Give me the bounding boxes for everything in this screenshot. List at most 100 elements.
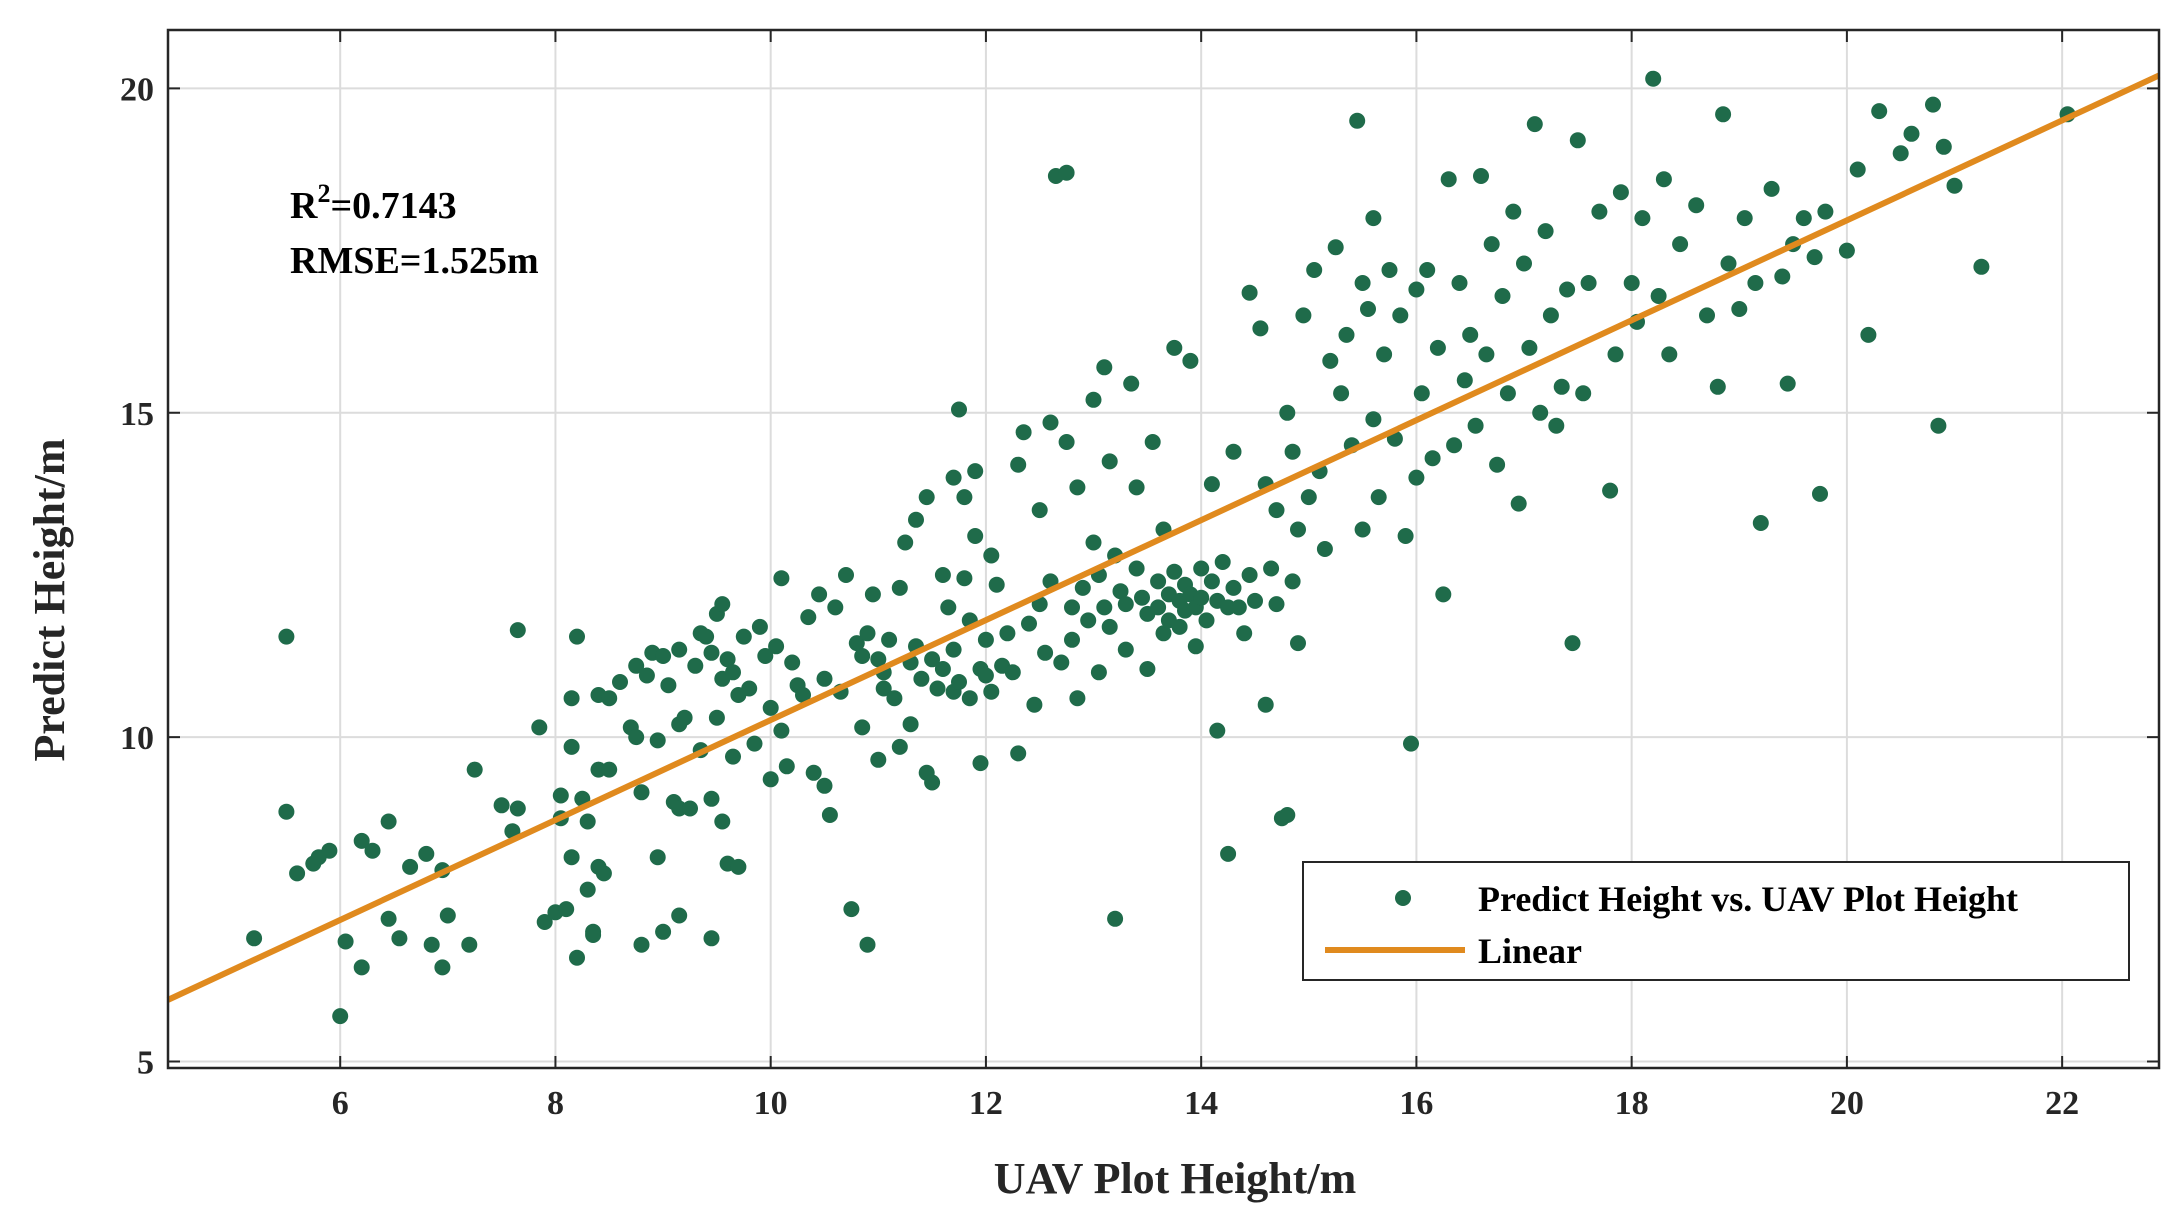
data-point: [1150, 573, 1167, 590]
data-point: [929, 680, 946, 697]
data-point: [854, 719, 871, 736]
data-point: [999, 625, 1016, 642]
data-point: [870, 651, 887, 668]
data-point: [246, 930, 263, 947]
r2-value: =0.7143: [330, 185, 456, 227]
data-point: [951, 401, 967, 418]
data-point: [967, 463, 984, 480]
data-point: [1080, 612, 1097, 629]
data-point: [1085, 391, 1102, 408]
data-point: [278, 628, 295, 645]
data-point: [762, 771, 779, 788]
data-point: [1203, 476, 1220, 493]
data-point: [746, 735, 763, 752]
data-point: [569, 628, 585, 645]
data-point: [1413, 385, 1430, 402]
data-point: [628, 657, 645, 674]
data-point: [1408, 469, 1425, 486]
data-point: [1812, 485, 1828, 502]
data-point: [1747, 275, 1764, 291]
data-point: [1505, 203, 1522, 220]
data-point: [714, 596, 731, 613]
data-point: [1548, 417, 1565, 434]
data-point: [1806, 249, 1823, 266]
data-point: [1058, 434, 1075, 450]
data-point: [811, 586, 828, 603]
data-point: [1010, 745, 1027, 762]
data-point: [891, 738, 908, 755]
data-point: [1209, 722, 1226, 739]
data-point: [816, 670, 833, 687]
data-point: [380, 813, 397, 830]
data-point: [579, 813, 596, 830]
data-point: [1559, 281, 1576, 298]
data-point: [1672, 236, 1689, 253]
data-point: [1478, 346, 1495, 363]
data-point: [1117, 641, 1134, 658]
legend-label-linear: Linear: [1478, 931, 1582, 971]
data-point: [1096, 599, 1113, 616]
data-point: [1591, 203, 1608, 220]
data-point: [1074, 579, 1091, 596]
data-point: [1203, 573, 1220, 590]
data-point: [854, 648, 871, 664]
data-point: [1623, 275, 1640, 291]
data-point: [725, 664, 741, 681]
x-tick-label: 8: [547, 1085, 564, 1122]
data-point: [585, 927, 602, 943]
data-point: [1510, 495, 1527, 512]
data-point: [1327, 239, 1344, 256]
data-point: [1946, 177, 1963, 194]
data-point: [563, 849, 580, 866]
data-point: [1107, 910, 1124, 927]
data-point: [956, 489, 973, 506]
data-point: [1709, 378, 1726, 395]
data-point: [859, 936, 876, 953]
data-point: [569, 949, 585, 966]
data-point: [439, 907, 456, 924]
data-point: [1139, 661, 1156, 677]
data-point: [1655, 171, 1672, 188]
data-point: [671, 641, 688, 658]
data-point: [773, 570, 790, 587]
data-point: [289, 865, 306, 882]
data-point: [1688, 197, 1705, 214]
data-point: [1392, 307, 1409, 324]
data-point: [1483, 236, 1500, 253]
data-point: [1602, 482, 1619, 499]
data-point: [870, 751, 887, 768]
data-point: [1128, 560, 1145, 577]
data-point: [1774, 268, 1791, 285]
data-point: [838, 567, 854, 583]
data-point: [1537, 223, 1554, 240]
data-point: [1284, 573, 1301, 590]
data-point: [1037, 644, 1054, 661]
data-point: [1650, 288, 1667, 304]
data-point: [682, 800, 698, 817]
data-point: [655, 648, 672, 664]
data-point: [1058, 164, 1075, 181]
data-point: [778, 758, 795, 775]
data-point: [1090, 664, 1107, 681]
data-point: [1290, 635, 1306, 652]
data-point: [1516, 255, 1532, 272]
data-point: [773, 722, 790, 739]
data-point: [1440, 171, 1457, 188]
data-point: [1446, 437, 1463, 454]
data-point: [762, 699, 779, 716]
data-point: [1871, 103, 1888, 120]
data-point: [1473, 168, 1489, 184]
data-point: [741, 680, 758, 697]
data-point: [364, 842, 381, 859]
data-point: [1817, 203, 1834, 220]
data-point: [951, 674, 967, 690]
data-point: [875, 680, 892, 697]
data-point: [924, 774, 941, 791]
data-point: [633, 784, 650, 801]
data-point: [821, 807, 838, 823]
data-point: [1284, 443, 1301, 460]
data-point: [1935, 138, 1952, 155]
data-point: [1634, 210, 1651, 227]
data-point: [1521, 339, 1538, 356]
